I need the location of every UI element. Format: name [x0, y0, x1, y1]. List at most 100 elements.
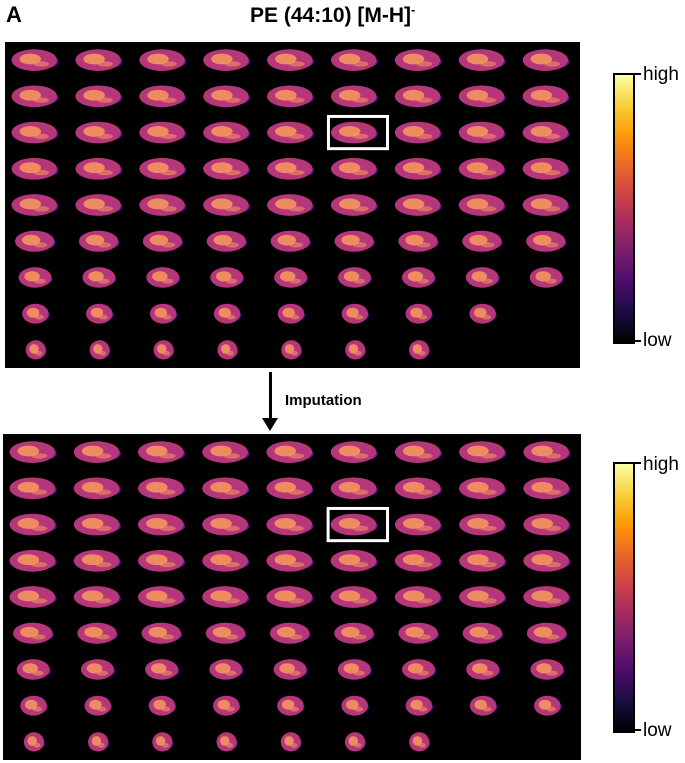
brain-section-image: [398, 622, 440, 644]
brain-section-image: [141, 622, 183, 644]
original-image-grid: [5, 42, 580, 368]
brain-section-image: [394, 513, 443, 536]
highlight-box: [326, 114, 390, 151]
brain-section-image: [137, 549, 186, 572]
brain-section-image: [73, 441, 121, 463]
highlight-box: [326, 506, 390, 543]
imputed-grid-svg: [9, 441, 571, 752]
brain-section-image: [142, 230, 184, 252]
brain-section-image: [401, 267, 436, 288]
brain-section-image: [78, 230, 120, 252]
brain-section-image: [459, 441, 507, 463]
brain-section-image: [523, 477, 571, 500]
brain-section-image: [344, 732, 366, 752]
brain-section-image: [146, 267, 181, 288]
brain-section-image: [330, 85, 378, 108]
brain-section-image: [270, 230, 311, 252]
brain-section-image: [523, 549, 571, 572]
brain-section-image: [394, 586, 443, 608]
brain-section-image: [266, 477, 314, 500]
brain-section-image: [75, 194, 123, 216]
brain-section-image: [82, 267, 117, 288]
brain-section-image: [334, 230, 375, 252]
brain-section-image: [75, 121, 123, 144]
brain-section-image: [139, 121, 187, 144]
brain-section-image: [459, 477, 507, 500]
brain-section-image: [522, 85, 570, 108]
figure-title: PE (44:10) [M-H]-: [250, 3, 415, 28]
brain-section-image: [84, 695, 112, 716]
brain-section-image: [15, 230, 56, 252]
brain-section-image: [77, 622, 118, 644]
brain-section-image: [266, 586, 314, 608]
imputation-arrow-head: [262, 418, 278, 431]
brain-section-image: [16, 659, 51, 680]
brain-section-image: [269, 622, 311, 644]
brain-section-image: [213, 303, 242, 324]
imputation-label: Imputation: [285, 392, 362, 409]
brain-section-image: [89, 340, 111, 360]
brain-section-image: [202, 477, 250, 500]
brain-section-image: [139, 85, 187, 108]
brain-section-image: [11, 194, 59, 216]
brain-section-image: [206, 230, 248, 252]
brain-section-image: [466, 659, 501, 680]
brain-section-image: [139, 194, 187, 216]
brain-section-image: [330, 157, 378, 180]
brain-section-image: [152, 732, 174, 752]
brain-section-image: [75, 85, 123, 108]
colorbar-high-label: high: [643, 64, 679, 85]
brain-section-image: [458, 194, 506, 216]
brain-section-image: [217, 340, 239, 360]
brain-section-image: [205, 622, 247, 644]
brain-section-image: [405, 303, 433, 324]
brain-section-image: [203, 194, 251, 216]
brain-section-image: [88, 732, 109, 752]
brain-section-image: [394, 157, 442, 180]
brain-section-image: [526, 230, 567, 252]
brain-section-image: [25, 340, 47, 360]
brain-section-image: [458, 85, 506, 108]
brain-section-image: [398, 230, 439, 252]
brain-section-image: [459, 586, 507, 608]
colorbar-high-tick: [633, 73, 641, 75]
brain-section-image: [266, 549, 314, 572]
brain-section-image: [522, 121, 570, 144]
colorbar-low-tick: [633, 340, 641, 342]
brain-section-image: [75, 157, 123, 180]
brain-section-image: [22, 303, 50, 324]
brain-section-image: [281, 340, 302, 360]
brain-section-image: [409, 732, 430, 752]
brain-section-image: [80, 659, 115, 680]
brain-section-image: [277, 303, 305, 324]
brain-section-image: [458, 49, 506, 71]
brain-section-image: [202, 586, 250, 608]
brain-section-image: [458, 157, 506, 180]
brain-section-image: [11, 157, 59, 180]
brain-section-image: [13, 622, 54, 644]
brain-section-image: [148, 695, 177, 716]
brain-section-image: [20, 695, 48, 716]
brain-section-image: [137, 586, 186, 608]
brain-section-image: [209, 659, 244, 680]
imputed-image-grid: [3, 434, 581, 760]
panel-letter: A: [6, 2, 22, 27]
brain-section-image: [73, 513, 121, 536]
intensity-colorbar: [613, 462, 635, 733]
brain-section-image: [9, 549, 57, 572]
brain-section-image: [9, 586, 57, 608]
brain-section-image: [459, 549, 507, 572]
brain-section-image: [405, 695, 433, 716]
brain-section-image: [341, 695, 369, 716]
brain-section-image: [267, 121, 314, 144]
brain-section-image: [202, 441, 250, 463]
title-main: PE (44:10) [M-H]: [250, 4, 412, 27]
brain-section-image: [280, 732, 302, 752]
brain-section-image: [11, 121, 59, 144]
brain-section-image: [9, 513, 57, 536]
brain-section-image: [75, 49, 123, 71]
brain-section-image: [137, 477, 186, 500]
brain-section-image: [394, 121, 442, 144]
brain-section-image: [394, 85, 442, 108]
brain-section-image: [153, 340, 175, 360]
